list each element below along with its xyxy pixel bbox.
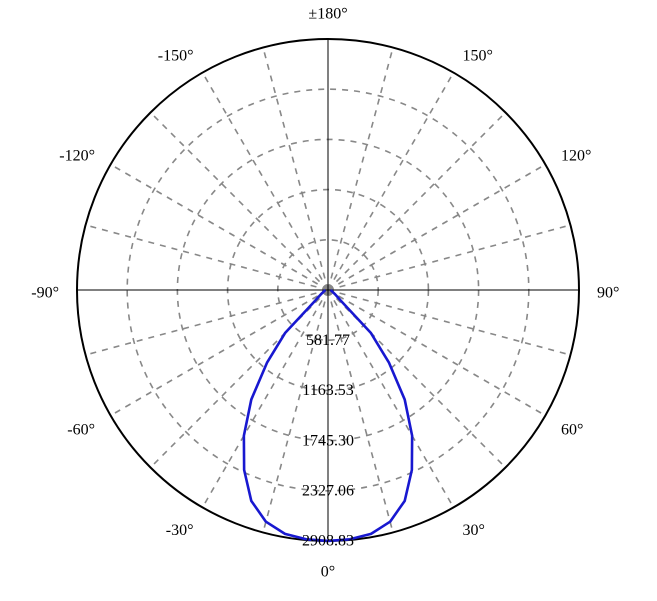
angle-label: 120° bbox=[561, 148, 591, 165]
radial-label: 2908.83 bbox=[302, 533, 354, 550]
angle-label: 60° bbox=[561, 422, 583, 439]
polar-chart: 581.77 1163.53 1745.30 2327.06 2908.83 ±180° -… bbox=[0, 0, 657, 601]
radial-label: 581.77 bbox=[306, 332, 350, 349]
angle-label: -30° bbox=[166, 522, 194, 539]
angle-label: 30° bbox=[463, 522, 485, 539]
angle-label: -120° bbox=[59, 148, 95, 165]
radial-label: 1163.53 bbox=[302, 382, 353, 399]
angle-label: ±180° bbox=[308, 6, 347, 23]
angle-label: -150° bbox=[158, 47, 194, 64]
angle-label: 150° bbox=[463, 47, 493, 64]
angle-label: 90° bbox=[597, 285, 619, 302]
angle-label: -90° bbox=[31, 285, 59, 302]
angle-label: 0° bbox=[321, 564, 335, 581]
radial-label: 1745.30 bbox=[302, 432, 354, 449]
angle-label: -60° bbox=[67, 422, 95, 439]
radial-label: 2327.06 bbox=[302, 482, 354, 499]
polar-chart-svg: 581.77 1163.53 1745.30 2327.06 2908.83 ±180° -… bbox=[0, 0, 657, 601]
